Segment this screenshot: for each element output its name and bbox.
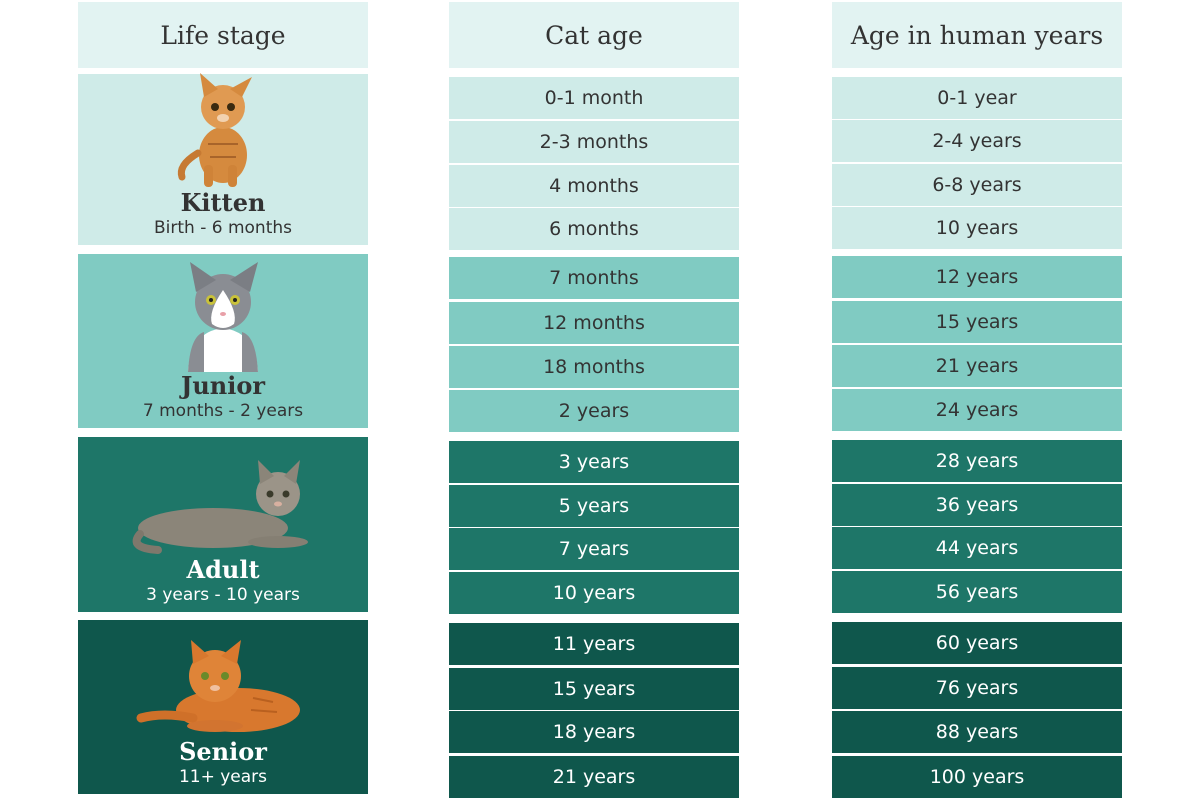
cat-age-cell: 10 years <box>449 572 739 614</box>
stage-kitten-name: Kitten <box>180 188 266 217</box>
cat-age-cell: 21 years <box>449 756 739 798</box>
stage-adult-range: 3 years - 10 years <box>146 585 300 605</box>
header-human-age: Age in human years <box>832 2 1122 68</box>
stage-junior-range: 7 months - 2 years <box>142 401 304 421</box>
stage-adult: Adult 3 years - 10 years <box>78 437 368 612</box>
human-age-cell: 6-8 years <box>832 164 1122 206</box>
cat-age-cell: 2-3 months <box>449 121 739 163</box>
human-age-cell: 0-1 year <box>832 77 1122 119</box>
cat-age-cell: 18 years <box>449 711 739 753</box>
cat-age-cell: 15 years <box>449 668 739 710</box>
stage-senior-range: 11+ years <box>178 767 268 787</box>
human-age-cell: 36 years <box>832 484 1122 526</box>
stage-kitten: Kitten Birth - 6 months <box>78 73 368 245</box>
human-age-cell: 15 years <box>832 301 1122 343</box>
human-age-cell: 10 years <box>832 207 1122 249</box>
junior-cat-icon <box>188 262 258 372</box>
human-age-cell: 21 years <box>832 345 1122 387</box>
cat-age-cell: 6 months <box>449 208 739 250</box>
cat-age-cell: 5 years <box>449 485 739 527</box>
cat-age-cell: 4 months <box>449 165 739 207</box>
cat-age-cell: 7 months <box>449 257 739 299</box>
cat-age-cell: 3 years <box>449 441 739 483</box>
human-age-cell: 2-4 years <box>832 120 1122 162</box>
human-age-cell: 44 years <box>832 527 1122 569</box>
header-life-stage: Life stage <box>78 2 368 68</box>
stage-senior-name: Senior <box>179 737 267 766</box>
stage-junior: Junior 7 months - 2 years <box>78 254 368 428</box>
stage-adult-name: Adult <box>186 555 260 584</box>
cat-age-cell: 18 months <box>449 346 739 388</box>
cat-age-cell: 7 years <box>449 528 739 570</box>
cat-age-cell: 12 months <box>449 302 739 344</box>
human-age-cell: 24 years <box>832 389 1122 431</box>
adult-cat-icon <box>132 460 308 554</box>
header-cat-age: Cat age <box>449 2 739 68</box>
senior-cat-icon <box>136 640 300 732</box>
cat-age-cell: 2 years <box>449 390 739 432</box>
stage-kitten-range: Birth - 6 months <box>153 218 292 238</box>
cat-age-cell: 11 years <box>449 623 739 665</box>
stage-senior: Senior 11+ years <box>78 620 368 794</box>
human-age-cell: 12 years <box>832 256 1122 298</box>
human-age-cell: 56 years <box>832 571 1122 613</box>
human-age-cell: 76 years <box>832 667 1122 709</box>
stage-junior-name: Junior <box>180 371 266 400</box>
human-age-cell: 100 years <box>832 756 1122 798</box>
kitten-icon <box>177 73 252 187</box>
human-age-cell: 28 years <box>832 440 1122 482</box>
cat-age-cell: 0-1 month <box>449 77 739 119</box>
human-age-cell: 60 years <box>832 622 1122 664</box>
human-age-cell: 88 years <box>832 711 1122 753</box>
